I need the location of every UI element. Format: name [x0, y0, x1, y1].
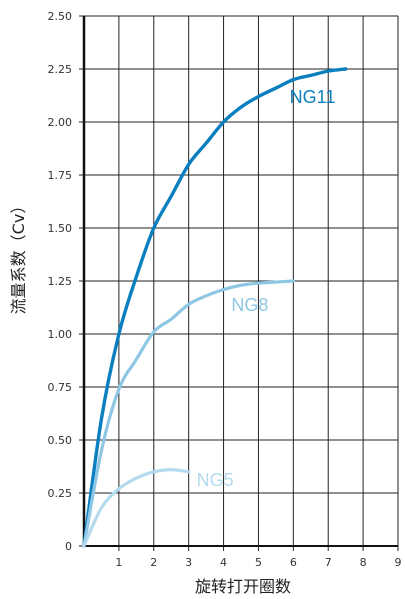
y-tick-label: 2.50 — [48, 10, 73, 23]
x-tick-label: 4 — [220, 556, 227, 569]
y-tick-label: 2.00 — [48, 116, 73, 129]
series-label-ng8: NG8 — [231, 295, 268, 315]
y-tick-label: 1.00 — [48, 328, 73, 341]
x-tick-label: 7 — [325, 556, 332, 569]
series-line-ng11 — [82, 67, 348, 548]
y-tick-label: 1.75 — [48, 169, 73, 182]
x-tick-label: 8 — [360, 556, 367, 569]
x-tick-label: 3 — [185, 556, 192, 569]
x-axis-label: 旋转打开圈数 — [195, 577, 291, 596]
series-line-ng5 — [82, 468, 191, 548]
series-line-ng8 — [82, 279, 295, 548]
y-tick-label: 0.25 — [48, 487, 73, 500]
grid — [84, 15, 399, 547]
axes — [79, 15, 399, 551]
series — [82, 67, 348, 548]
x-tick-label: 1 — [115, 556, 122, 569]
series-label-ng5: NG5 — [197, 470, 234, 490]
x-tick-label: 5 — [255, 556, 262, 569]
y-tick-label: 2.25 — [48, 63, 73, 76]
x-tick-label: 9 — [395, 556, 402, 569]
y-tick-label: 0 — [65, 540, 72, 553]
y-tick-label: 1.50 — [48, 222, 73, 235]
labels: 1 2 3 4 5 6 7 8 9 0 0.25 0.50 0.75 1.00 1.25 1.50 1.75 2.… — [48, 10, 402, 569]
y-tick-label: 0.50 — [48, 434, 73, 447]
x-tick-label: 2 — [150, 556, 157, 569]
series-label-ng11: NG11 — [290, 87, 336, 107]
y-axis-label: 流量系数（Cv） — [9, 198, 28, 315]
x-tick-label: 6 — [290, 556, 297, 569]
y-tick-label: 1.25 — [48, 275, 73, 288]
y-tick-label: 0.75 — [48, 381, 73, 394]
